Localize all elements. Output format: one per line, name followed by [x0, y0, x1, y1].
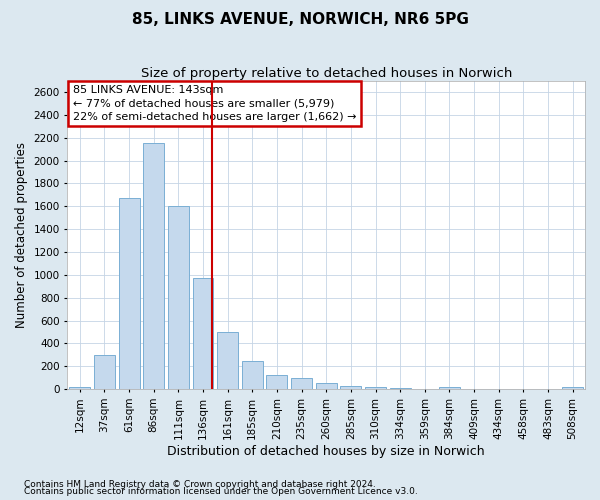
Bar	[242, 361, 263, 389]
Bar	[439, 387, 460, 389]
Text: Contains HM Land Registry data © Crown copyright and database right 2024.: Contains HM Land Registry data © Crown c…	[24, 480, 376, 489]
Title: Size of property relative to detached houses in Norwich: Size of property relative to detached ho…	[140, 68, 512, 80]
Y-axis label: Number of detached properties: Number of detached properties	[15, 142, 28, 328]
Bar	[340, 386, 361, 389]
Bar	[266, 376, 287, 389]
Bar	[389, 388, 410, 389]
Bar	[488, 388, 509, 389]
Bar	[69, 387, 90, 389]
Bar	[94, 355, 115, 389]
Text: Contains public sector information licensed under the Open Government Licence v3: Contains public sector information licen…	[24, 487, 418, 496]
Bar	[538, 388, 559, 389]
X-axis label: Distribution of detached houses by size in Norwich: Distribution of detached houses by size …	[167, 444, 485, 458]
Bar	[217, 332, 238, 389]
Bar	[168, 206, 189, 389]
Bar	[119, 198, 140, 389]
Bar	[562, 387, 583, 389]
Bar	[316, 384, 337, 389]
Bar	[143, 144, 164, 389]
Bar	[365, 387, 386, 389]
Text: 85 LINKS AVENUE: 143sqm
← 77% of detached houses are smaller (5,979)
22% of semi: 85 LINKS AVENUE: 143sqm ← 77% of detache…	[73, 85, 356, 122]
Bar	[193, 278, 214, 389]
Text: 85, LINKS AVENUE, NORWICH, NR6 5PG: 85, LINKS AVENUE, NORWICH, NR6 5PG	[131, 12, 469, 28]
Bar	[415, 388, 435, 389]
Bar	[291, 378, 312, 389]
Bar	[513, 388, 534, 389]
Bar	[464, 388, 485, 389]
